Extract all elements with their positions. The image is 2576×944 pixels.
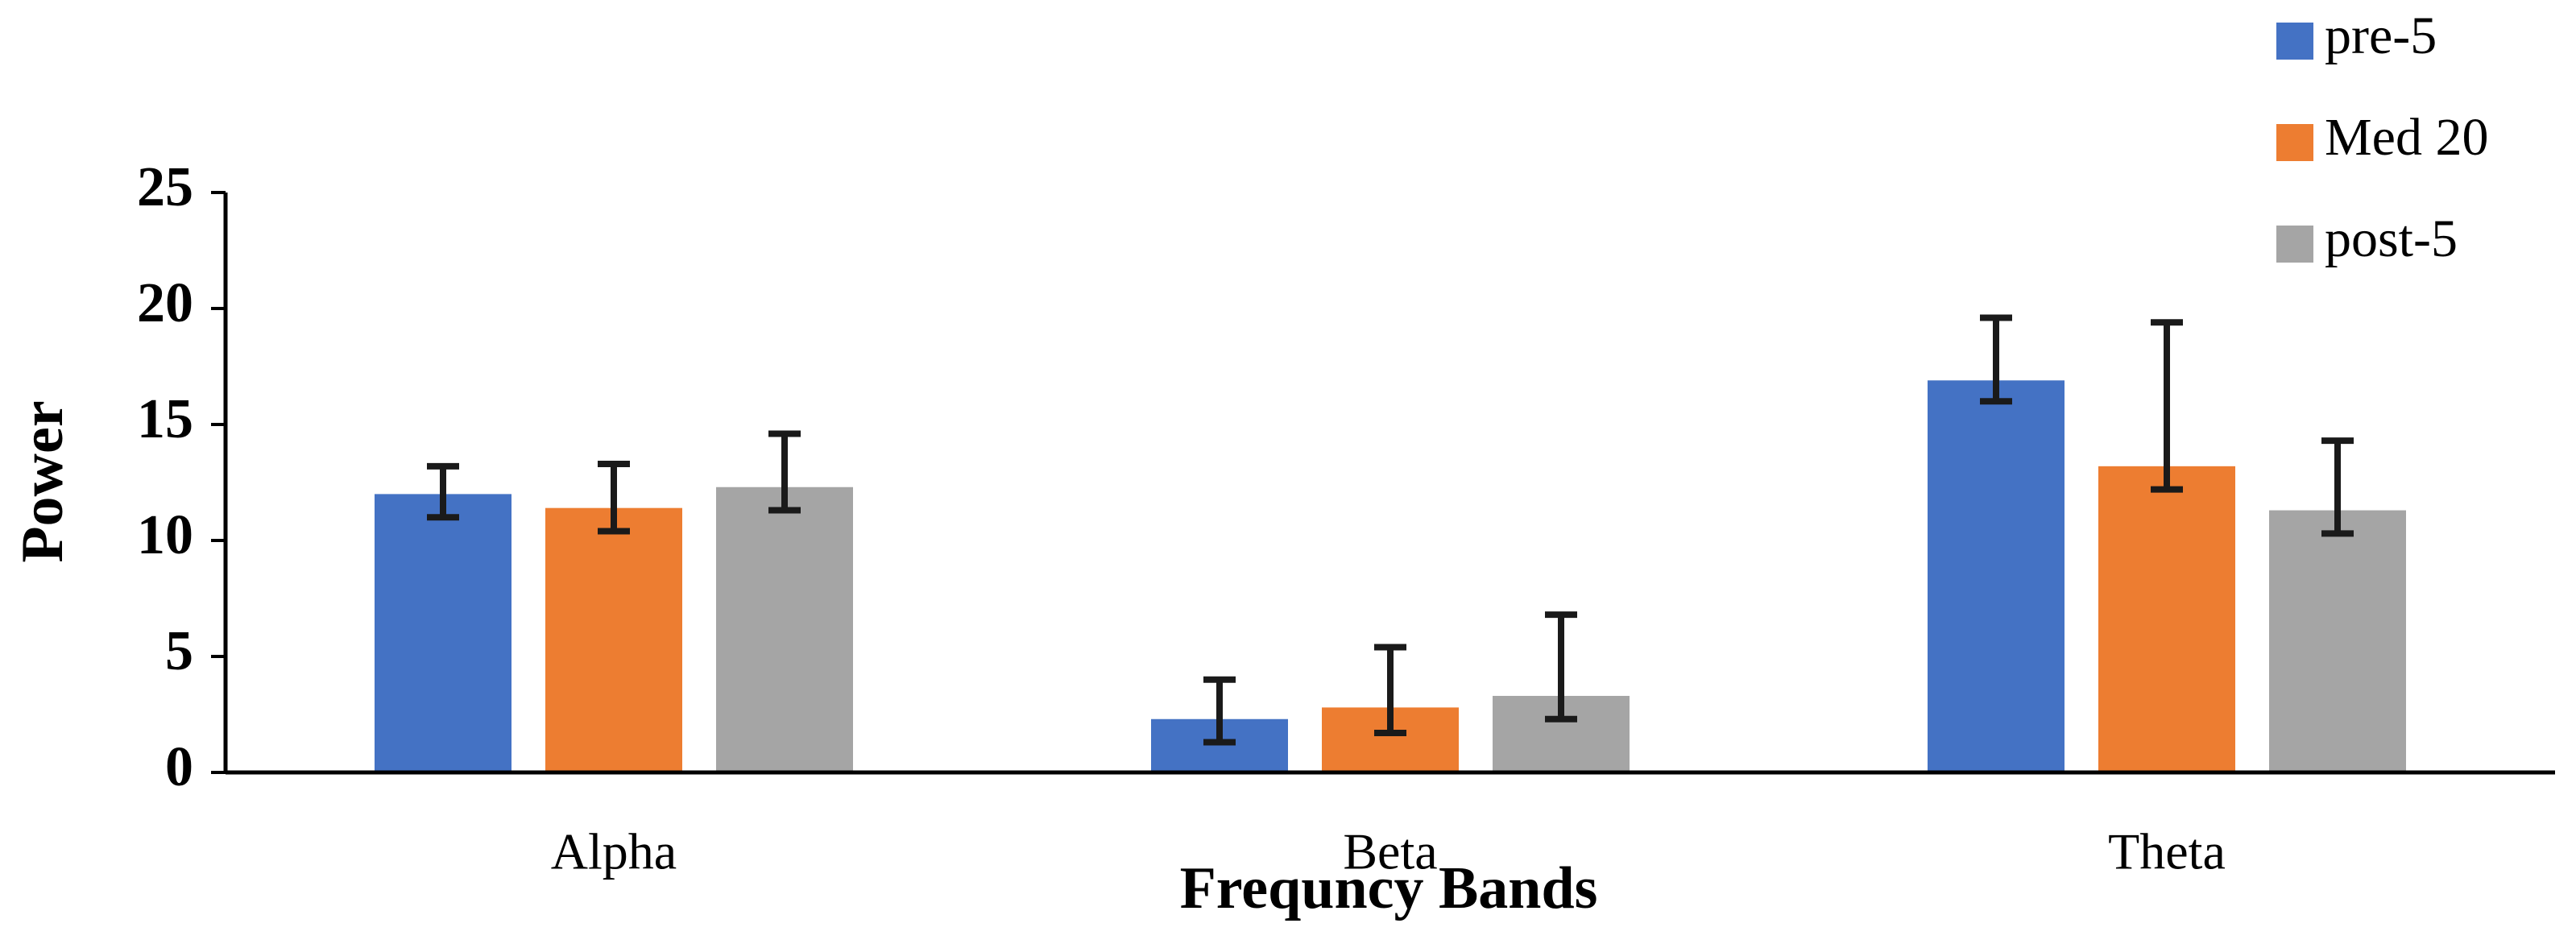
bar [2098,466,2235,772]
legend-swatch [2276,226,2313,263]
legend-swatch [2276,23,2313,60]
legend-label: Med 20 [2325,108,2488,167]
y-tick-label: 10 [137,504,193,566]
x-tick-label: Alpha [551,823,677,880]
y-tick-label: 0 [165,736,193,798]
legend-label: pre-5 [2325,6,2437,65]
bar [375,494,511,772]
y-tick-label: 5 [165,620,193,682]
y-tick-label: 20 [137,272,193,334]
bar [1928,380,2065,772]
x-tick-label: Beta [1343,823,1437,880]
bar [545,507,682,772]
bar [716,486,853,772]
y-tick-label: 15 [137,388,193,450]
legend-swatch [2276,124,2313,161]
bar [2269,510,2406,772]
y-tick-label: 25 [137,156,193,218]
x-tick-label: Theta [2108,823,2226,880]
x-axis-title: Frequncy Bands [1180,855,1598,921]
legend-label: post-5 [2325,209,2458,268]
y-axis-title: Power [10,400,76,562]
